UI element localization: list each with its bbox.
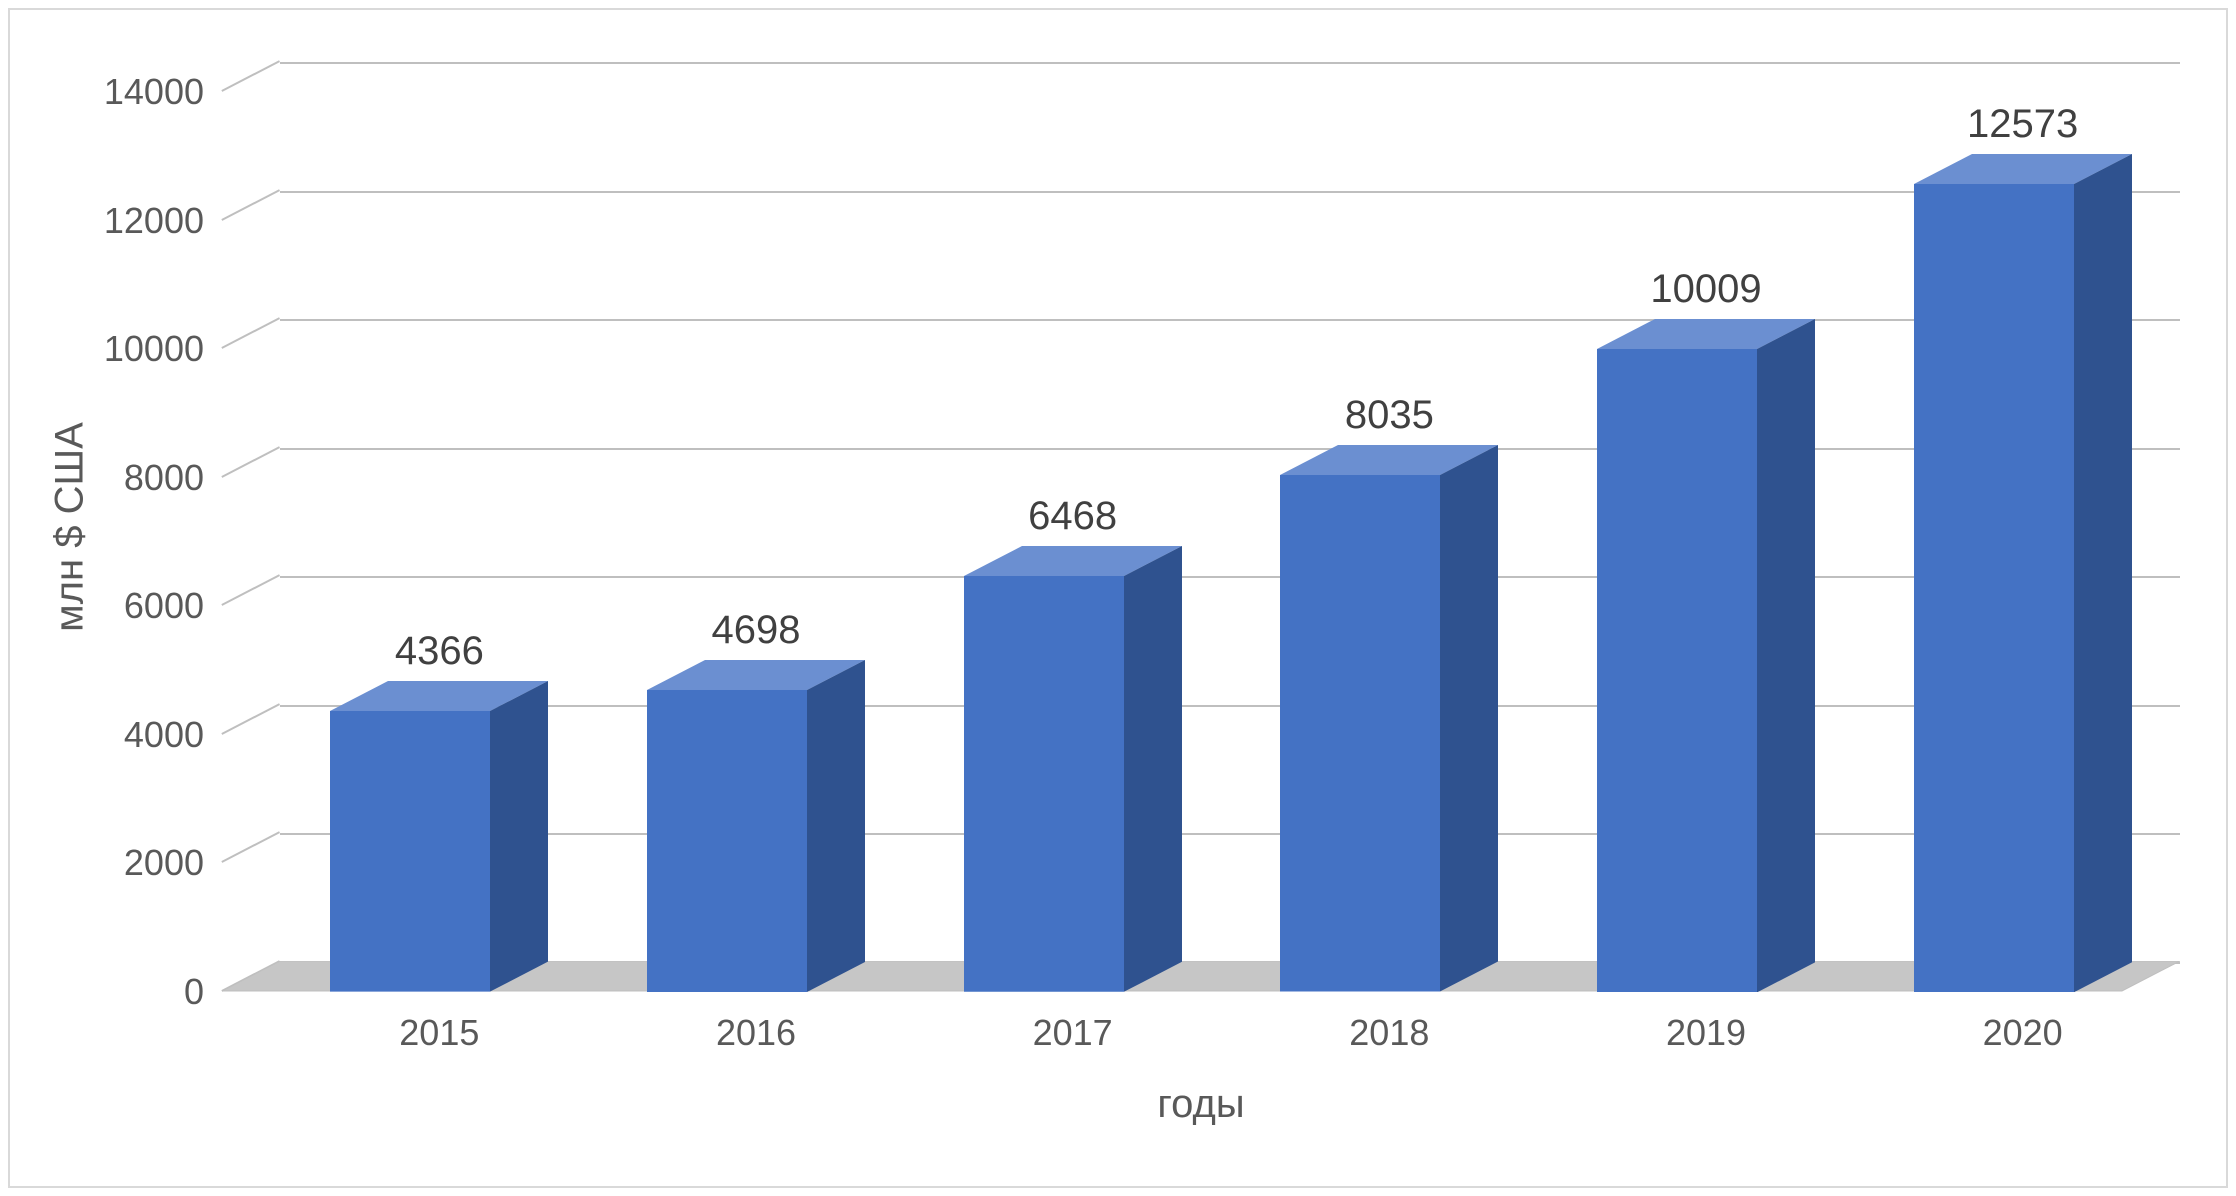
bar <box>1914 154 2132 992</box>
data-label: 6468 <box>1028 494 1117 539</box>
ytick-label: 8000 <box>124 457 204 499</box>
xtick-label: 2016 <box>716 1012 796 1054</box>
data-label: 12573 <box>1967 102 2078 147</box>
xtick-label: 2018 <box>1349 1012 1429 1054</box>
gridline <box>280 319 2180 321</box>
ytick-label: 0 <box>184 971 204 1013</box>
xtick-label: 2020 <box>1983 1012 2063 1054</box>
data-label: 4366 <box>395 629 484 674</box>
ytick-label: 2000 <box>124 842 204 884</box>
gridline <box>280 833 2180 835</box>
data-label: 8035 <box>1345 393 1434 438</box>
plot-area <box>280 62 2180 962</box>
ytick-label: 10000 <box>104 328 204 370</box>
data-label: 10009 <box>1650 267 1761 312</box>
gridline <box>280 62 2180 64</box>
xtick-label: 2017 <box>1033 1012 1113 1054</box>
data-label: 4698 <box>712 608 801 653</box>
gridline <box>280 705 2180 707</box>
yaxis-title: млн $ США <box>48 422 93 632</box>
xtick-label: 2015 <box>399 1012 479 1054</box>
bar <box>1597 319 1815 992</box>
ytick-label: 4000 <box>124 714 204 756</box>
bar <box>330 681 548 992</box>
bar <box>964 546 1182 992</box>
xaxis-title: годы <box>1157 1082 1244 1127</box>
bar <box>647 660 865 992</box>
ytick-label: 12000 <box>104 200 204 242</box>
gridline <box>280 448 2180 450</box>
ytick-label: 14000 <box>104 71 204 113</box>
gridline <box>280 191 2180 193</box>
ytick-label: 6000 <box>124 585 204 627</box>
bar <box>1280 445 1498 992</box>
xtick-label: 2019 <box>1666 1012 1746 1054</box>
gridline <box>280 576 2180 578</box>
